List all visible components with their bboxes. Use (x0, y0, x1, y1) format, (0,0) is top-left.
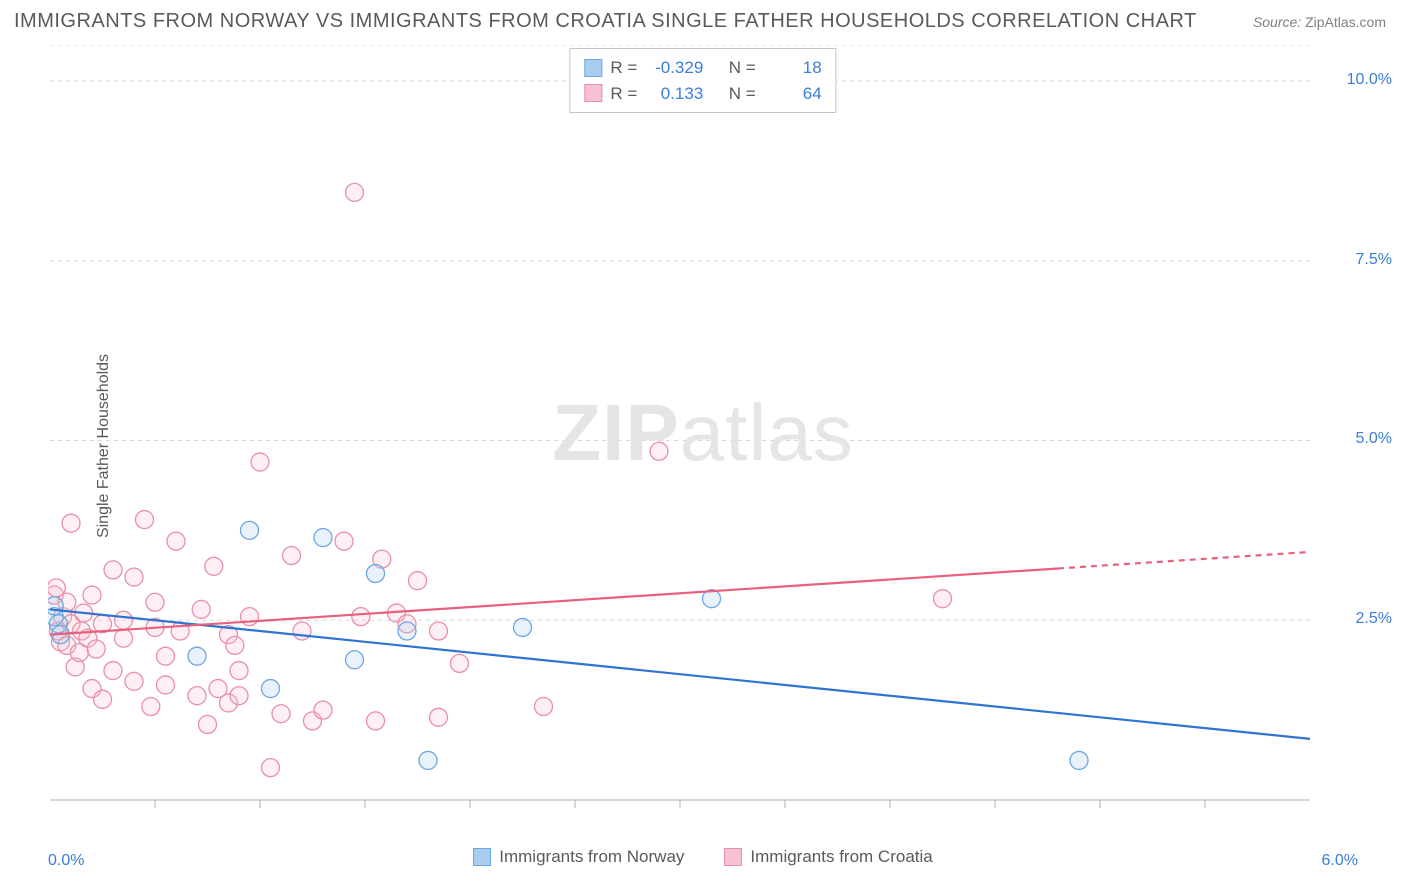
legend-item-croatia: Immigrants from Croatia (724, 847, 932, 867)
swatch-croatia (584, 84, 602, 102)
swatch-norway (584, 59, 602, 77)
chart-title: IMMIGRANTS FROM NORWAY VS IMMIGRANTS FRO… (14, 10, 1197, 33)
chart-svg (48, 45, 1358, 820)
stats-r-label: R = (610, 55, 637, 81)
stats-n-label: N = (729, 81, 756, 107)
swatch-norway (473, 848, 491, 866)
legend-label-croatia: Immigrants from Croatia (750, 847, 932, 867)
y-axis-tick-label: 10.0% (1347, 71, 1392, 89)
stats-n-value-croatia: 64 (764, 81, 822, 107)
stats-r-label: R = (610, 81, 637, 107)
stats-row-croatia: R = 0.133 N = 64 (584, 81, 821, 107)
stats-r-value-croatia: 0.133 (645, 81, 703, 107)
stats-r-value-norway: -0.329 (645, 55, 703, 81)
source-attribution: Source: ZipAtlas.com (1253, 14, 1386, 30)
chart-plot-area: ZIPatlas (48, 45, 1358, 820)
stats-n-label: N = (729, 55, 756, 81)
stats-row-norway: R = -0.329 N = 18 (584, 55, 821, 81)
bottom-legend: Immigrants from Norway Immigrants from C… (0, 847, 1406, 867)
legend-item-norway: Immigrants from Norway (473, 847, 684, 867)
swatch-croatia (724, 848, 742, 866)
stats-legend-box: R = -0.329 N = 18 R = 0.133 N = 64 (569, 48, 836, 113)
y-axis-tick-label: 7.5% (1356, 251, 1392, 269)
y-axis-tick-label: 5.0% (1356, 430, 1392, 448)
source-prefix: Source: (1253, 14, 1301, 30)
source-name: ZipAtlas.com (1305, 14, 1386, 30)
legend-label-norway: Immigrants from Norway (499, 847, 684, 867)
y-axis-tick-label: 2.5% (1356, 610, 1392, 628)
stats-n-value-norway: 18 (764, 55, 822, 81)
